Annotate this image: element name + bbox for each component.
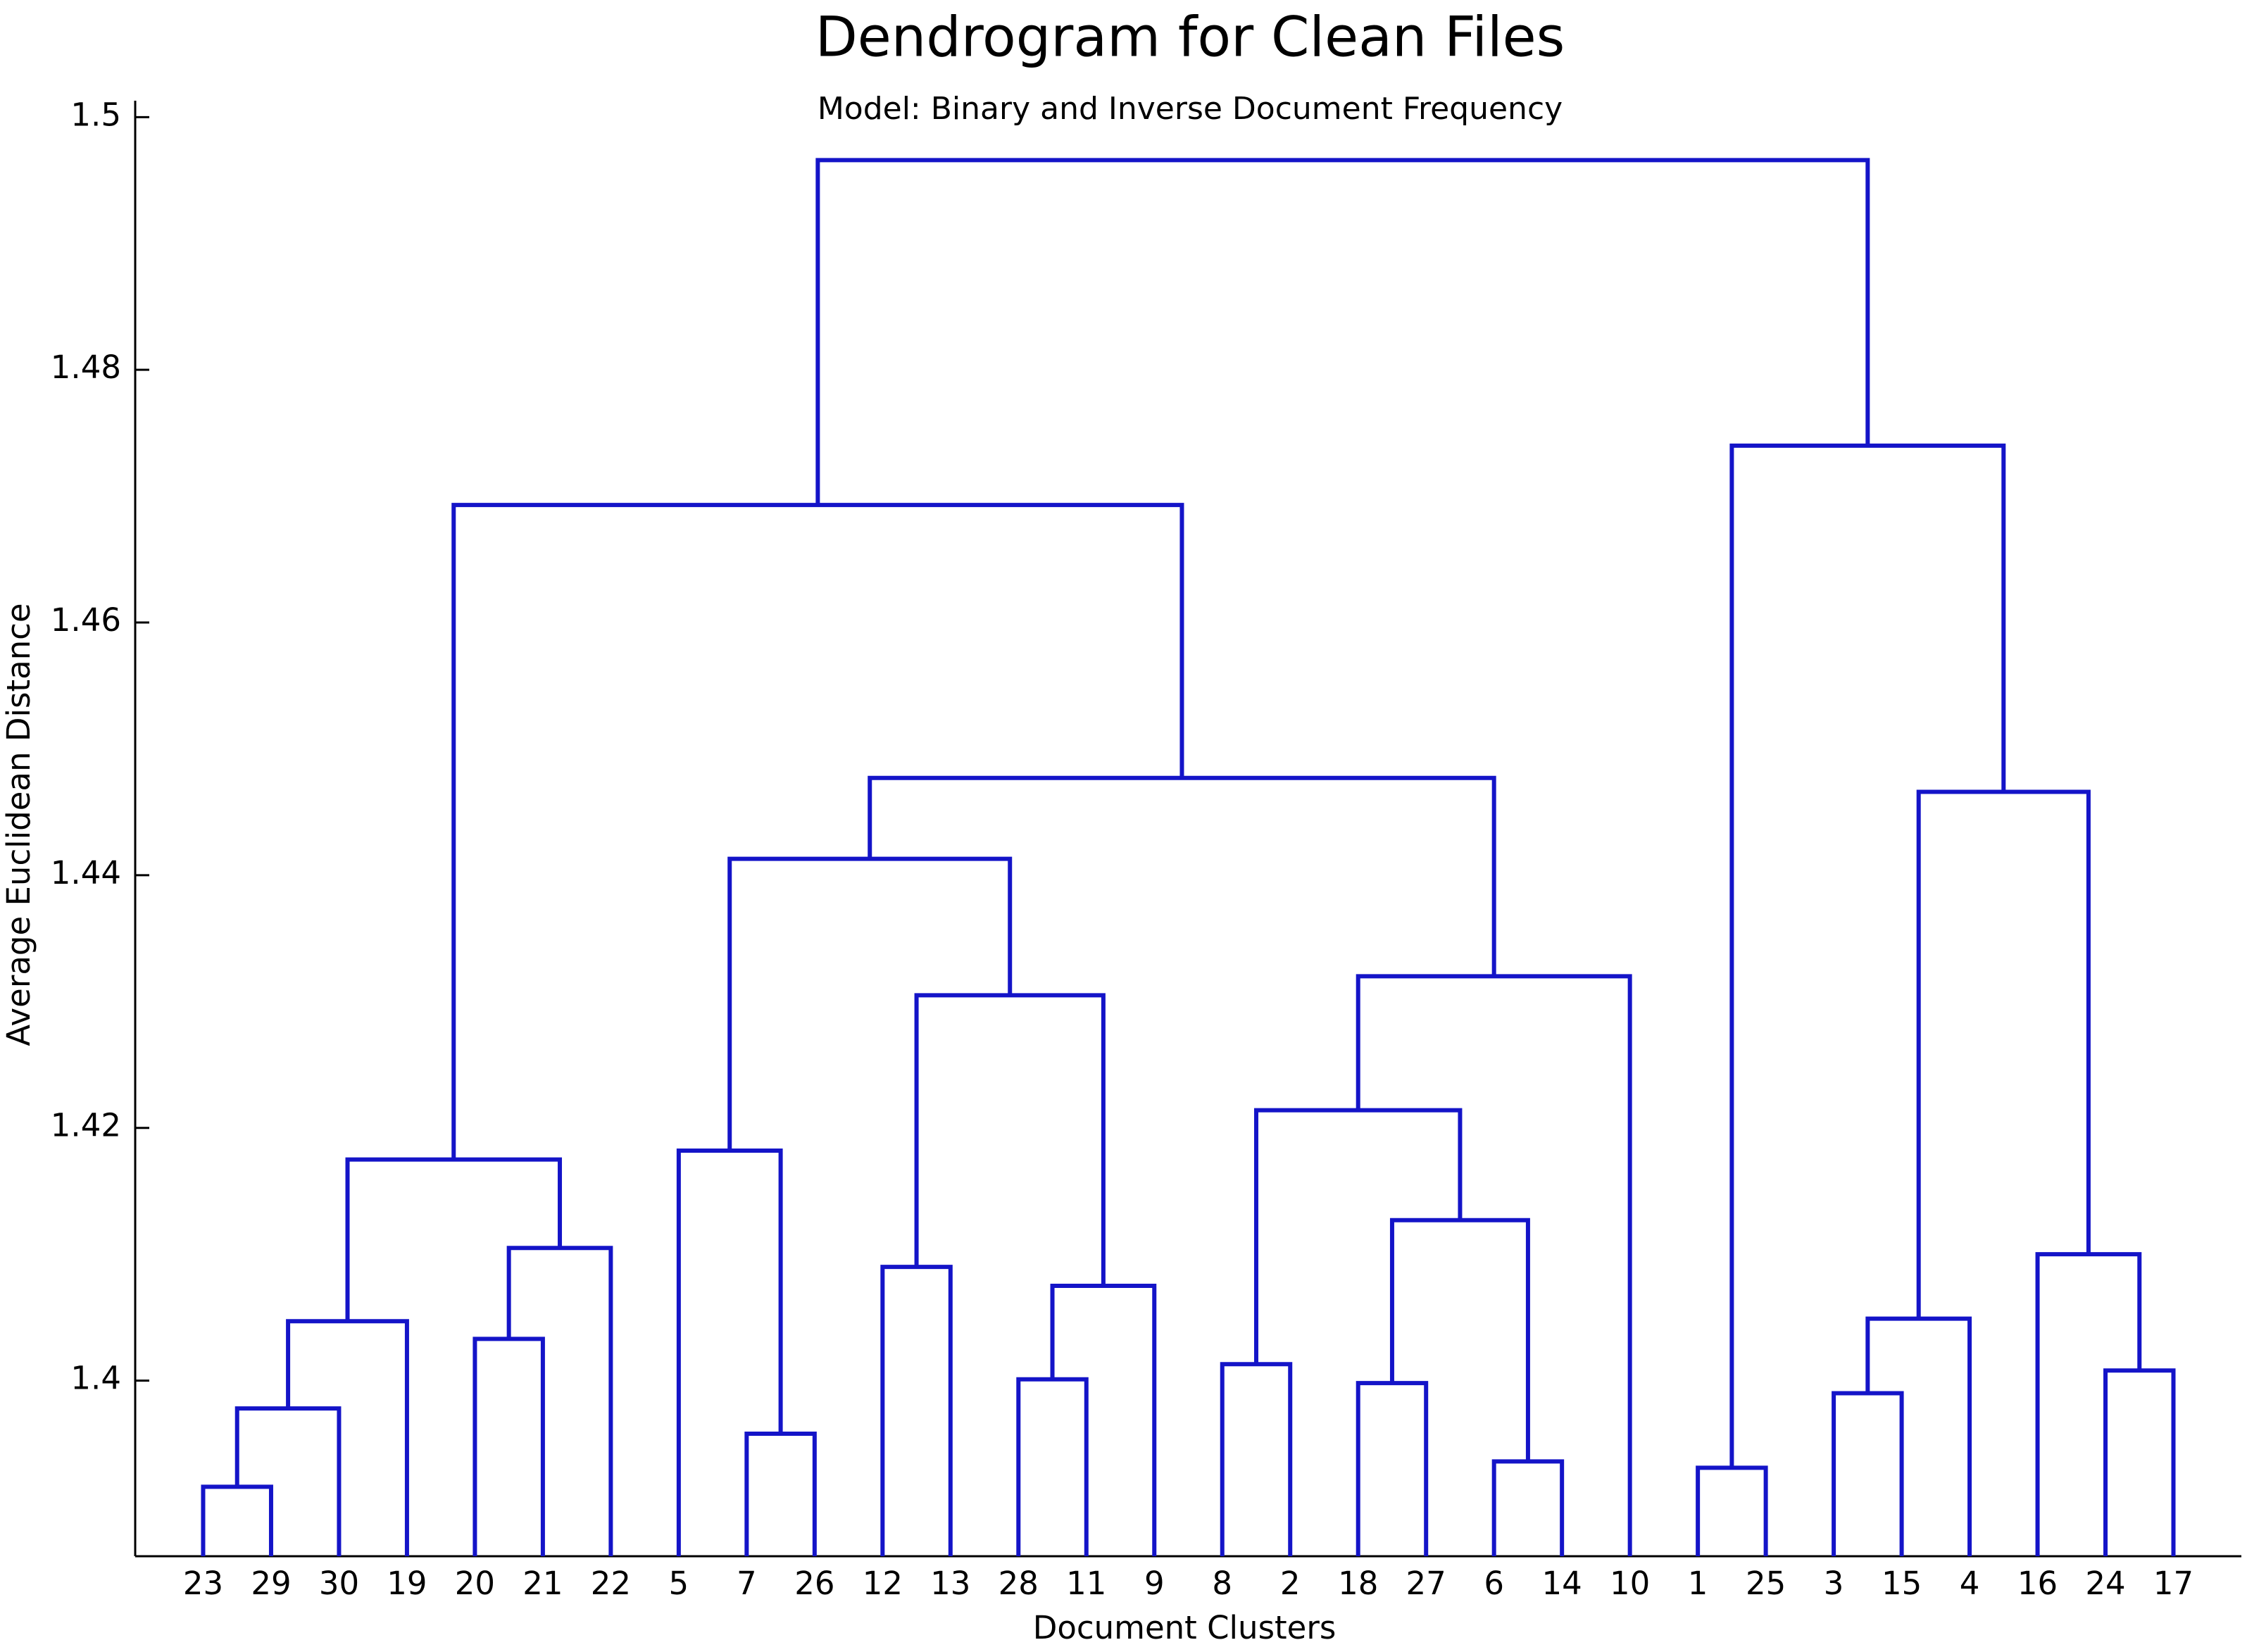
dendrogram-link [286,1319,409,1556]
dendrogram-link [744,1431,817,1556]
dendrogram-link [472,1337,545,1556]
x-tick-label: 27 [1406,1565,1446,1602]
x-tick-label: 2 [1280,1565,1301,1602]
x-tick-label: 8 [1212,1565,1232,1602]
x-tick-label: 16 [2017,1565,2058,1602]
x-tick-label: 11 [1066,1565,1106,1602]
x-tick-label: 26 [794,1565,834,1602]
x-tick-label: 20 [455,1565,495,1602]
x-tick-label: 28 [999,1565,1039,1602]
x-axis-label: Document Clusters [1033,1609,1337,1646]
x-tick-label: 9 [1144,1565,1165,1602]
x-tick-label: 1 [1688,1565,1708,1602]
x-tick-label: 15 [1882,1565,1922,1602]
dendrogram-link [506,1246,613,1556]
dendrogram-link [1865,1316,1972,1556]
x-tick-label: 23 [183,1565,223,1602]
x-tick-label: 10 [1610,1565,1650,1602]
dendrogram-link [676,1149,783,1556]
x-tick-label: 7 [737,1565,757,1602]
dendrogram-link [1916,789,2091,1319]
y-tick-label: 1.48 [51,349,121,386]
chart-subtitle: Model: Binary and Inverse Document Frequ… [818,91,1563,127]
x-tick-label: 19 [387,1565,427,1602]
x-tick-label: 22 [591,1565,631,1602]
x-tick-label: 25 [1746,1565,1786,1602]
x-tick-label: 24 [2085,1565,2125,1602]
x-tick-label: 12 [863,1565,903,1602]
y-tick-label: 1.42 [51,1107,121,1144]
dendrogram-link [1491,1459,1565,1556]
x-tick-label: 4 [1960,1565,1980,1602]
dendrogram-link [451,503,1184,1160]
y-tick-label: 1.4 [70,1360,121,1397]
x-tick-label: 30 [319,1565,359,1602]
dendrogram-link [1729,443,2006,1468]
dendrogram-link [1356,974,1632,1556]
y-axis-label: Average Euclidean Distance [0,603,37,1046]
x-tick-label: 3 [1824,1565,1844,1602]
y-tick-label: 1.46 [51,601,121,639]
dendrogram-link [345,1157,563,1322]
x-tick-label: 6 [1484,1565,1504,1602]
dendrogram-link [201,1484,273,1556]
y-tick-label: 1.44 [51,854,121,891]
x-tick-label: 14 [1542,1565,1582,1602]
dendrogram-link [1050,1284,1157,1556]
y-tick-label: 1.5 [70,96,121,133]
x-tick-label: 5 [669,1565,689,1602]
chart-title: Dendrogram for Clean Files [815,6,1565,69]
x-tick-label: 17 [2153,1565,2193,1602]
x-tick-label: 29 [251,1565,291,1602]
dendrogram-link [2035,1252,2142,1556]
x-tick-label: 13 [930,1565,970,1602]
dendrogram-link [868,775,1496,977]
dendrogram-link [1832,1391,1904,1556]
x-tick-label: 21 [522,1565,563,1602]
dendrogram-link [815,158,1870,506]
x-tick-label: 18 [1338,1565,1378,1602]
